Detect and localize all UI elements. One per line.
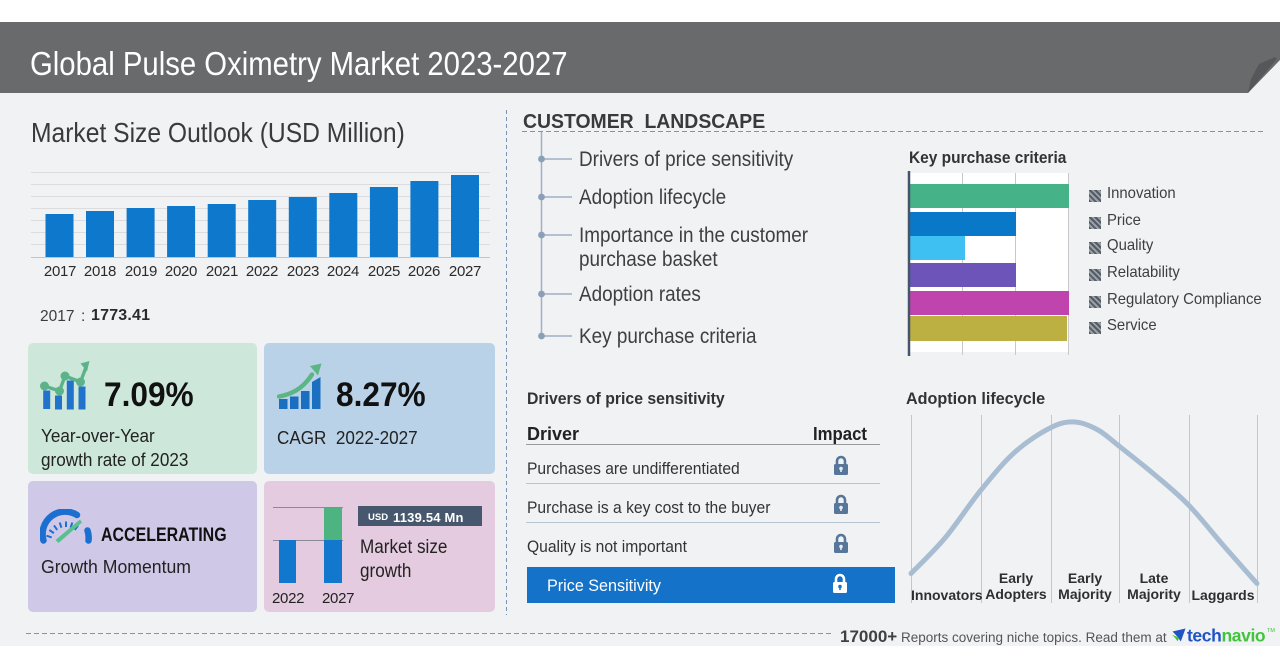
svg-text:TM: TM bbox=[1267, 628, 1275, 634]
svg-text:tech: tech bbox=[1187, 626, 1221, 646]
svg-text:navio: navio bbox=[1222, 626, 1266, 646]
